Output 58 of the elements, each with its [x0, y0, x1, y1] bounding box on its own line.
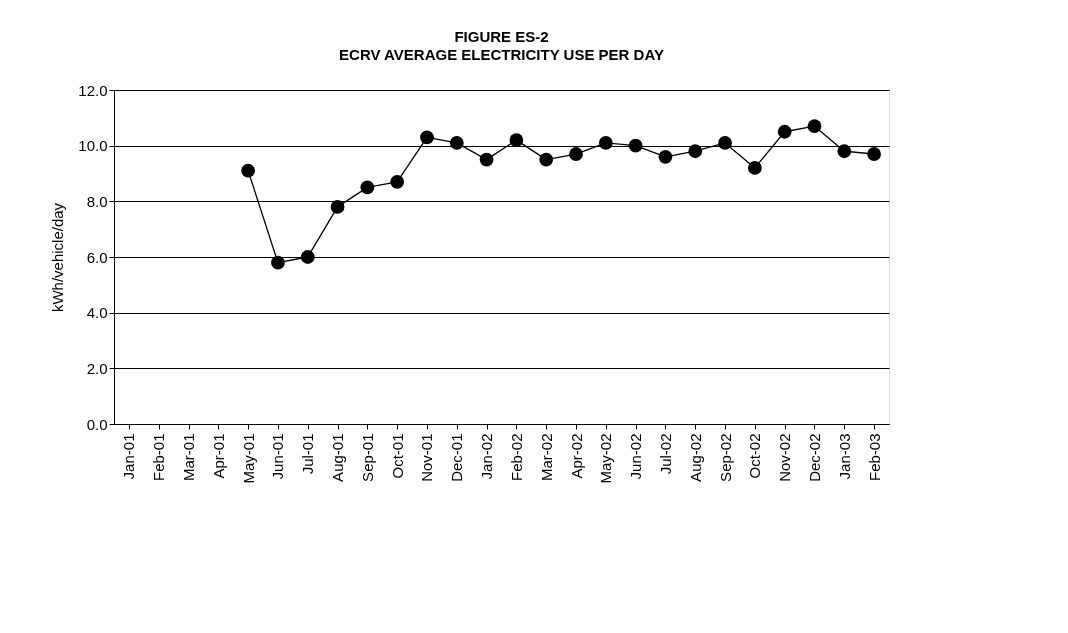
- point: [837, 144, 852, 159]
- x-tick-label: Feb-03: [865, 433, 883, 482]
- x-tick-label: May-01: [239, 433, 257, 484]
- x-tick-label: Jun-01: [269, 433, 287, 480]
- point: [539, 152, 554, 167]
- point: [241, 163, 256, 178]
- x-tick-label: Sep-02: [716, 433, 734, 482]
- point: [420, 130, 434, 145]
- x-tick-label: May-02: [597, 433, 615, 484]
- point: [330, 200, 345, 214]
- x-tick-label: Apr-01: [209, 433, 227, 479]
- y-tick-label: 2.0: [86, 359, 108, 377]
- point: [300, 250, 315, 264]
- x-tick-label: Jan-02: [478, 433, 496, 480]
- point: [747, 161, 762, 175]
- point: [718, 136, 732, 150]
- x-tick-label: Dec-02: [805, 433, 823, 482]
- x-tick-label: Nov-01: [418, 433, 436, 482]
- x-tick-label: Mar-01: [180, 433, 198, 482]
- point: [509, 133, 524, 147]
- x-tick-label: Apr-02: [567, 433, 585, 479]
- x-tick-label: Dec-01: [448, 433, 466, 482]
- x-tick-label: Aug-02: [686, 433, 704, 482]
- y-tick-label: 4.0: [86, 304, 108, 322]
- y-tick-label: 12.0: [78, 81, 108, 99]
- point: [271, 255, 285, 270]
- y-axis-title: kWh/vehicle/day: [49, 202, 67, 313]
- y-tick-label: 8.0: [86, 192, 108, 210]
- point: [658, 149, 673, 164]
- x-tick-label: Nov-02: [776, 433, 794, 482]
- chart-title: FIGURE ES-2: [454, 28, 549, 45]
- x-tick-label: Oct-01: [388, 433, 406, 479]
- point: [807, 119, 822, 134]
- point: [598, 136, 613, 150]
- x-tick-label: Feb-02: [507, 433, 525, 482]
- x-tick-label: Jul-01: [299, 433, 317, 475]
- y-tick-label: 10.0: [78, 137, 108, 155]
- y-tick-label: 6.0: [86, 248, 108, 266]
- point: [688, 144, 703, 159]
- point: [479, 152, 494, 167]
- x-tick-label: Aug-01: [329, 433, 347, 482]
- x-tick-label: Sep-01: [358, 433, 376, 482]
- x-tick-label: Oct-02: [746, 433, 764, 479]
- x-tick-label: Jan-01: [120, 433, 138, 480]
- point: [569, 147, 583, 161]
- point: [867, 147, 881, 161]
- x-tick-label: Jun-02: [627, 433, 645, 480]
- x-tick-label: Jan-03: [835, 433, 853, 480]
- point: [777, 124, 792, 139]
- x-tick-label: Mar-02: [537, 433, 555, 482]
- point: [360, 180, 375, 195]
- y-tick-label: 0.0: [86, 415, 108, 433]
- point: [390, 174, 405, 189]
- chart-subtitle: ECRV AVERAGE ELECTRICITY USE PER DAY: [339, 46, 664, 63]
- x-tick-label: Feb-01: [150, 433, 168, 482]
- x-tick-label: Jul-02: [656, 433, 674, 475]
- point: [628, 138, 643, 153]
- point: [449, 136, 464, 150]
